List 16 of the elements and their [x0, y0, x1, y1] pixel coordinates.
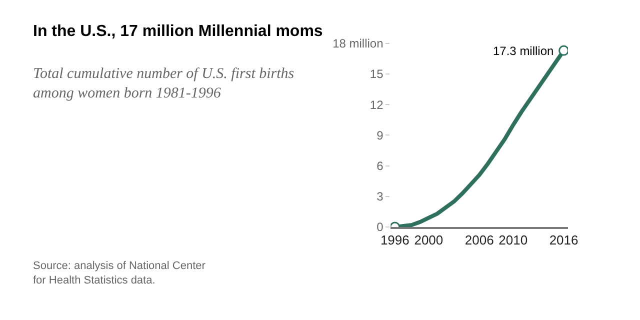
annotation: 17.3 million [493, 44, 554, 58]
y-tick-label: 3 [376, 190, 384, 204]
text: Total cumulative number of U.S. first births among women born 1981-1996 [33, 66, 294, 102]
x-tick-label: 2016 [549, 232, 578, 248]
x-tick-label: 2006 [464, 232, 494, 248]
y-tick-label: 0 [376, 220, 384, 234]
y-tick-label: 12 [370, 98, 384, 112]
y-tick-label: 9 [376, 128, 384, 142]
source-note: Source: analysis of National Center for Health Statistics data. [33, 260, 206, 286]
x-tick-label: 2000 [414, 232, 444, 248]
y-tick-label: 18 million [332, 36, 384, 51]
x-tick-label: 2010 [498, 232, 528, 248]
text: In the U.S., 17 million Millennial moms [33, 23, 323, 40]
y-tick-label: 15 [370, 67, 384, 82]
x-tick-label: 1996 [380, 232, 410, 248]
y-tick-label: 6 [376, 159, 384, 174]
